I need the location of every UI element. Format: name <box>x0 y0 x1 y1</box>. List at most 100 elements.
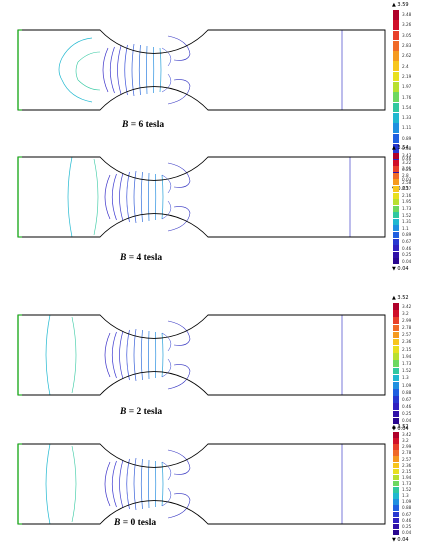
colorbar-swatch <box>393 40 399 51</box>
colorbar-swatch <box>393 499 399 505</box>
colorbar-tick-label: 0.04 <box>402 529 412 535</box>
contour-line <box>119 459 124 509</box>
contour-line <box>161 174 164 220</box>
colorbar-legend: ▲ 3.52 3.42 3.2 2.99 2.78 2.57 2.36 2.15 1.94 1.7… <box>392 424 432 543</box>
colorbar-tick-label: 2.8 <box>402 173 409 179</box>
contour-line <box>159 47 162 93</box>
colorbar <box>393 303 399 425</box>
contour-plot <box>17 314 386 396</box>
contour-line <box>161 332 172 352</box>
colorbar-swatch <box>393 172 399 179</box>
colorbar-swatch <box>393 166 399 173</box>
contour-line <box>161 358 172 378</box>
colorbar-swatch <box>393 374 399 382</box>
colorbar-swatch <box>393 92 399 103</box>
contour-line <box>148 172 150 222</box>
panel-title-symbol: B <box>120 253 127 263</box>
colorbar-swatch <box>393 438 399 444</box>
contour-plot <box>17 29 386 111</box>
colorbar-swatch <box>393 480 399 487</box>
colorbar-swatch <box>393 82 399 92</box>
colorbar <box>393 10 399 185</box>
colorbar-tick-label: 1.52 <box>402 368 412 374</box>
legend-max: ▲ 3.52 <box>392 424 409 430</box>
contour-line <box>58 37 93 103</box>
colorbar-tick-label: 1.73 <box>402 206 412 211</box>
legend-max: ▲ 3.52 <box>392 295 409 301</box>
contour-line <box>161 332 164 378</box>
colorbar-swatch <box>393 192 399 199</box>
contour-line <box>167 364 191 390</box>
colorbar-tick-label: 0.88 <box>402 505 412 511</box>
contour-line <box>131 43 135 97</box>
colorbar-tick-label: 1.54 <box>402 104 412 110</box>
colorbar-swatch <box>393 159 399 166</box>
colorbar-tick-label: 0.25 <box>402 411 412 417</box>
colorbar-tick-label: 2.57 <box>402 332 412 338</box>
channel-outline <box>17 443 386 525</box>
colorbar-swatch <box>393 505 399 511</box>
contour-line <box>133 170 137 224</box>
contour-line <box>161 47 172 67</box>
colorbar-tick-label: 2.36 <box>402 339 412 345</box>
contour-plot <box>17 156 386 238</box>
contour-line <box>167 35 191 61</box>
legend-min: ▼ 0.04 <box>392 266 409 272</box>
colorbar-swatch <box>393 389 399 396</box>
colorbar <box>393 153 399 265</box>
contour-line <box>102 47 109 93</box>
colorbar-swatch <box>393 179 399 186</box>
colorbar-tick-label: 3.43 <box>402 153 412 159</box>
channel-outline <box>17 156 386 238</box>
colorbar-swatch <box>393 20 399 30</box>
colorbar-tick-label: 0.89 <box>402 232 412 238</box>
colorbar-tick-label: 0.25 <box>402 523 412 529</box>
colorbar-swatch <box>393 346 399 353</box>
colorbar-tick-label: 1.31 <box>402 219 412 225</box>
colorbar-swatch <box>393 112 399 123</box>
colorbar-tick-label: 0.67 <box>402 238 412 244</box>
colorbar-tick-label: 2.19 <box>402 73 412 79</box>
colorbar-tick-label: 1.3 <box>402 375 409 381</box>
colorbar-tick-label: 3.26 <box>402 22 412 28</box>
panel-title: B = 4 tesla <box>120 253 162 263</box>
contour-line <box>104 174 111 220</box>
contour-line <box>75 51 101 91</box>
colorbar-tick-label: 2.36 <box>402 462 412 468</box>
colorbar-tick-label: 1.97 <box>402 84 412 90</box>
contour-line <box>161 200 172 220</box>
colorbar-swatch <box>393 199 399 206</box>
colorbar-swatch <box>393 474 399 481</box>
colorbar-swatch <box>393 153 399 159</box>
colorbar-tick-label: 0.46 <box>402 404 412 410</box>
colorbar-tick-label: 1.11 <box>402 125 412 131</box>
colorbar-swatch <box>393 444 399 450</box>
colorbar-swatch <box>393 258 399 265</box>
colorbar-swatch <box>393 310 399 317</box>
colorbar-tick-label: 0.67 <box>402 511 412 517</box>
colorbar-swatch <box>393 10 399 20</box>
contour-line <box>161 487 172 507</box>
colorbar-swatch <box>393 225 399 232</box>
colorbar-swatch <box>393 185 399 192</box>
colorbar-tick-label: 1.94 <box>402 353 412 359</box>
colorbar-tick-label: 3.22 <box>402 159 412 165</box>
legend-min: ▼ 0.04 <box>392 537 409 543</box>
colorbar-tick-label: 0.04 <box>402 258 412 264</box>
panel-title-value: = 4 tesla <box>126 253 163 263</box>
colorbar-swatch <box>393 462 399 469</box>
colorbar-tick-label: 0.25 <box>402 252 412 258</box>
colorbar-tick-label: 3.48 <box>402 12 412 18</box>
contour-line <box>111 331 117 379</box>
colorbar-swatch <box>393 61 399 72</box>
colorbar-swatch <box>393 456 399 462</box>
panel-title-value: = 0 tesla <box>120 518 157 528</box>
colorbar-tick-label: 1.76 <box>402 94 412 100</box>
colorbar-swatch <box>393 212 399 219</box>
contour-line <box>67 156 73 238</box>
colorbar-swatch <box>393 317 399 324</box>
contour-line <box>126 329 130 381</box>
contour-line <box>167 162 191 188</box>
panel-b4 <box>0 145 390 245</box>
contour-line <box>161 73 172 93</box>
